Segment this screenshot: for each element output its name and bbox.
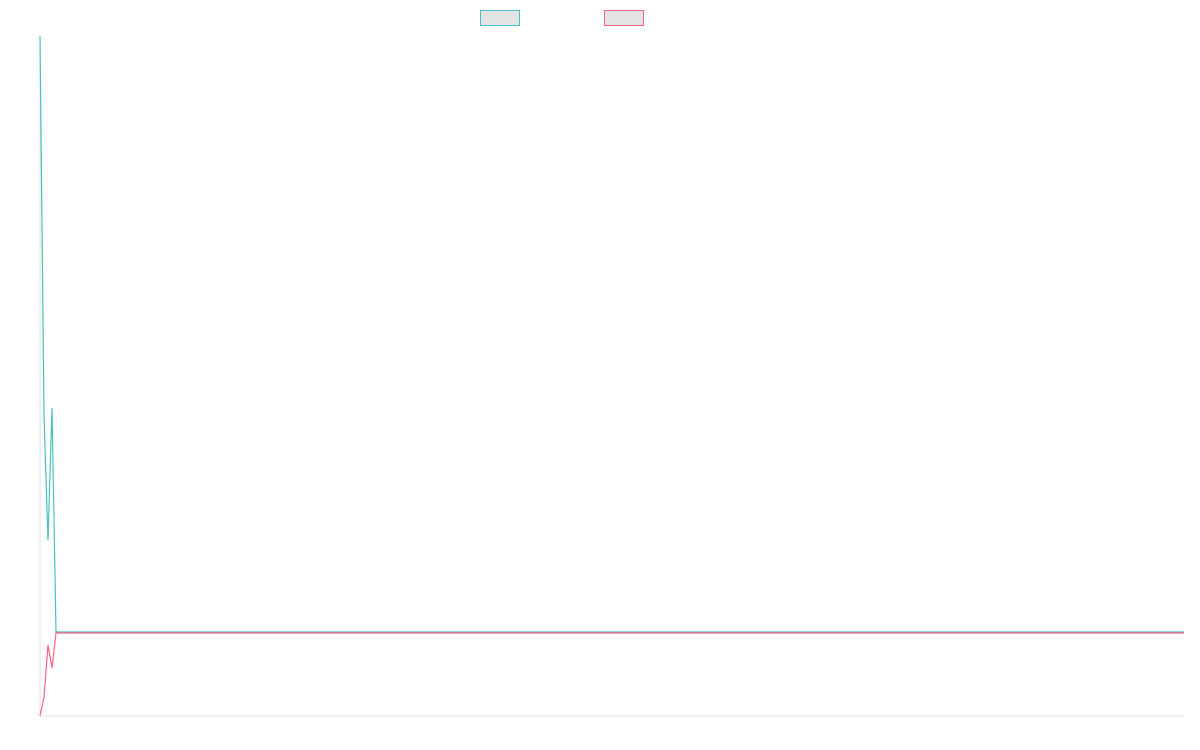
series-line-2 — [39, 632, 1184, 717]
legend-swatch-series-1[interactable] — [480, 10, 520, 26]
series-line-1 — [39, 35, 1184, 633]
legend-swatch-series-2[interactable] — [604, 10, 644, 26]
